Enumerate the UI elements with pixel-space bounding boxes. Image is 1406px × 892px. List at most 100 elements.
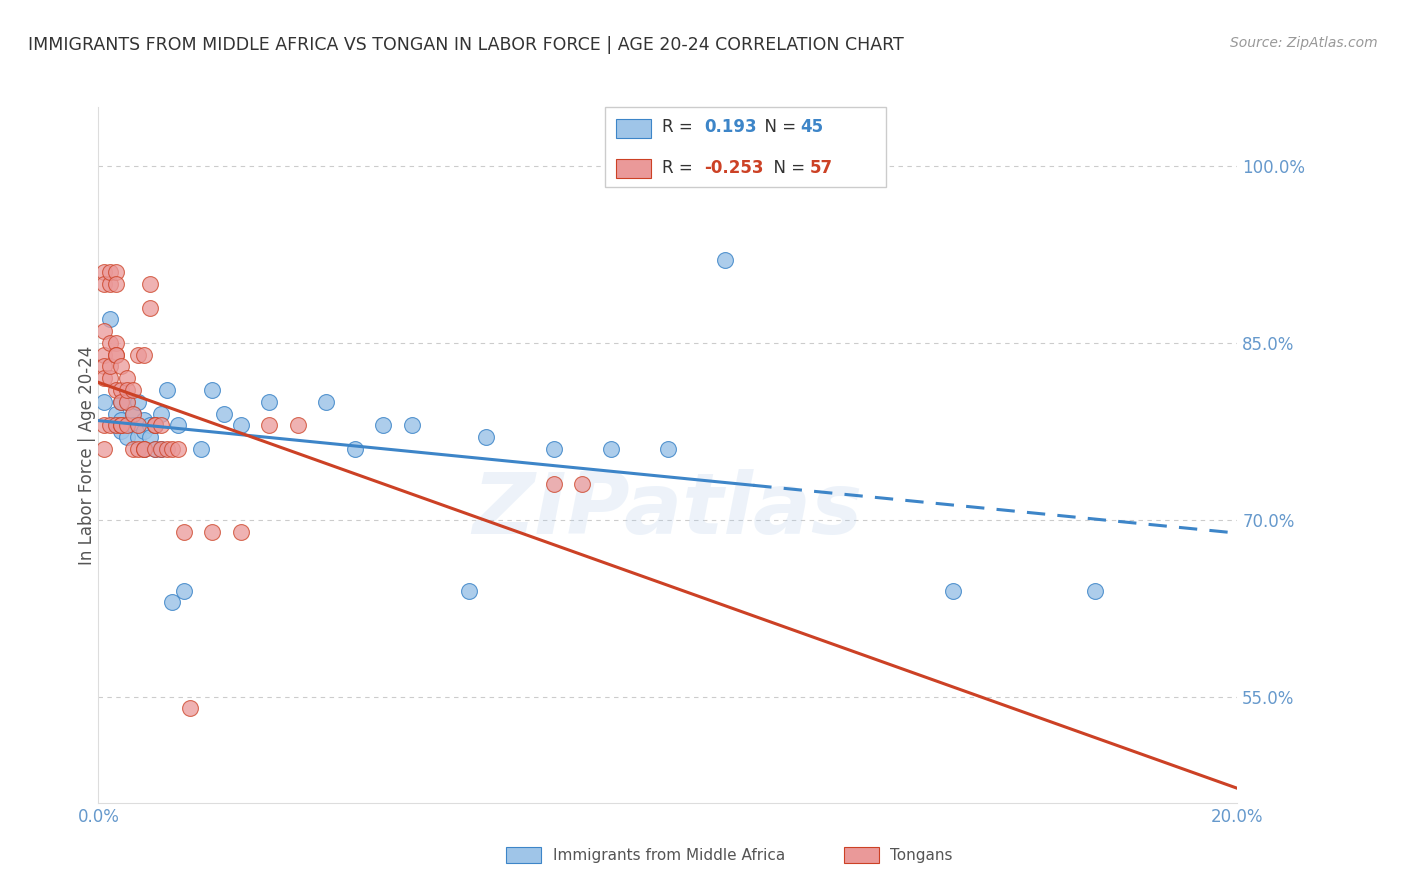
Point <box>156 442 179 456</box>
Point <box>121 418 143 433</box>
Point <box>201 383 224 397</box>
Point <box>93 265 115 279</box>
Point <box>127 348 149 362</box>
Point <box>942 583 965 598</box>
Point <box>104 348 127 362</box>
Point <box>104 418 127 433</box>
Point <box>145 418 167 433</box>
Text: R =: R = <box>662 159 699 177</box>
Point <box>132 348 155 362</box>
Point <box>543 477 565 491</box>
Point <box>173 524 195 539</box>
Point <box>127 418 149 433</box>
Point <box>132 425 155 439</box>
Point <box>110 418 132 433</box>
Point <box>93 418 115 433</box>
Point <box>98 312 121 326</box>
Point <box>259 418 281 433</box>
Point <box>173 583 195 598</box>
Point <box>98 335 121 350</box>
Point <box>93 359 115 374</box>
Point <box>600 442 623 456</box>
Point <box>127 442 149 456</box>
Point <box>98 277 121 291</box>
Point <box>138 277 160 291</box>
Point <box>110 359 132 374</box>
Point <box>657 442 679 456</box>
Point <box>121 383 143 397</box>
Point <box>93 442 115 456</box>
Point <box>104 348 127 362</box>
Point <box>110 395 132 409</box>
Y-axis label: In Labor Force | Age 20-24: In Labor Force | Age 20-24 <box>79 345 96 565</box>
Point <box>104 335 127 350</box>
Point <box>190 442 212 456</box>
Text: 45: 45 <box>800 119 823 136</box>
Point <box>104 277 127 291</box>
Point <box>138 418 160 433</box>
Text: IMMIGRANTS FROM MIDDLE AFRICA VS TONGAN IN LABOR FORCE | AGE 20-24 CORRELATION C: IMMIGRANTS FROM MIDDLE AFRICA VS TONGAN … <box>28 36 904 54</box>
Point <box>543 442 565 456</box>
Point <box>287 418 309 433</box>
Point <box>110 425 132 439</box>
Point <box>104 383 127 397</box>
Point <box>229 418 252 433</box>
Point <box>110 383 132 397</box>
Point <box>93 324 115 338</box>
Text: N =: N = <box>754 119 801 136</box>
Point <box>93 348 115 362</box>
Text: R =: R = <box>662 119 699 136</box>
Point <box>212 407 235 421</box>
Point <box>115 395 138 409</box>
Point <box>127 430 149 444</box>
Point <box>121 407 143 421</box>
Point <box>104 418 127 433</box>
Point <box>315 395 337 409</box>
Point <box>229 524 252 539</box>
Point <box>373 418 395 433</box>
Text: 57: 57 <box>810 159 832 177</box>
Point <box>93 371 115 385</box>
Text: Immigrants from Middle Africa: Immigrants from Middle Africa <box>553 848 785 863</box>
Point <box>93 395 115 409</box>
Point <box>150 418 173 433</box>
Point <box>115 430 138 444</box>
Point <box>115 418 138 433</box>
Point <box>401 418 423 433</box>
Point <box>110 418 132 433</box>
Point <box>474 430 496 444</box>
Point <box>150 442 173 456</box>
Point <box>571 477 593 491</box>
Point <box>104 407 127 421</box>
Point <box>343 442 366 456</box>
Point <box>115 395 138 409</box>
Point <box>145 418 167 433</box>
Point <box>259 395 281 409</box>
Point <box>179 701 201 715</box>
Point <box>132 442 155 456</box>
Point <box>132 412 155 426</box>
Point <box>98 265 121 279</box>
Point <box>121 407 143 421</box>
Point <box>167 418 190 433</box>
Point <box>162 442 184 456</box>
Point <box>115 371 138 385</box>
Text: ZIPatlas: ZIPatlas <box>472 469 863 552</box>
Point <box>127 395 149 409</box>
Point <box>138 430 160 444</box>
Point <box>115 418 138 433</box>
Text: -0.253: -0.253 <box>704 159 763 177</box>
Point <box>145 442 167 456</box>
Point <box>150 442 173 456</box>
Point <box>110 395 132 409</box>
Point <box>132 442 155 456</box>
Point <box>98 371 121 385</box>
Point <box>93 277 115 291</box>
Text: Tongans: Tongans <box>890 848 952 863</box>
Point <box>98 418 121 433</box>
Point <box>138 301 160 315</box>
Point <box>98 359 121 374</box>
Text: Source: ZipAtlas.com: Source: ZipAtlas.com <box>1230 36 1378 50</box>
Point <box>104 265 127 279</box>
Text: N =: N = <box>763 159 811 177</box>
